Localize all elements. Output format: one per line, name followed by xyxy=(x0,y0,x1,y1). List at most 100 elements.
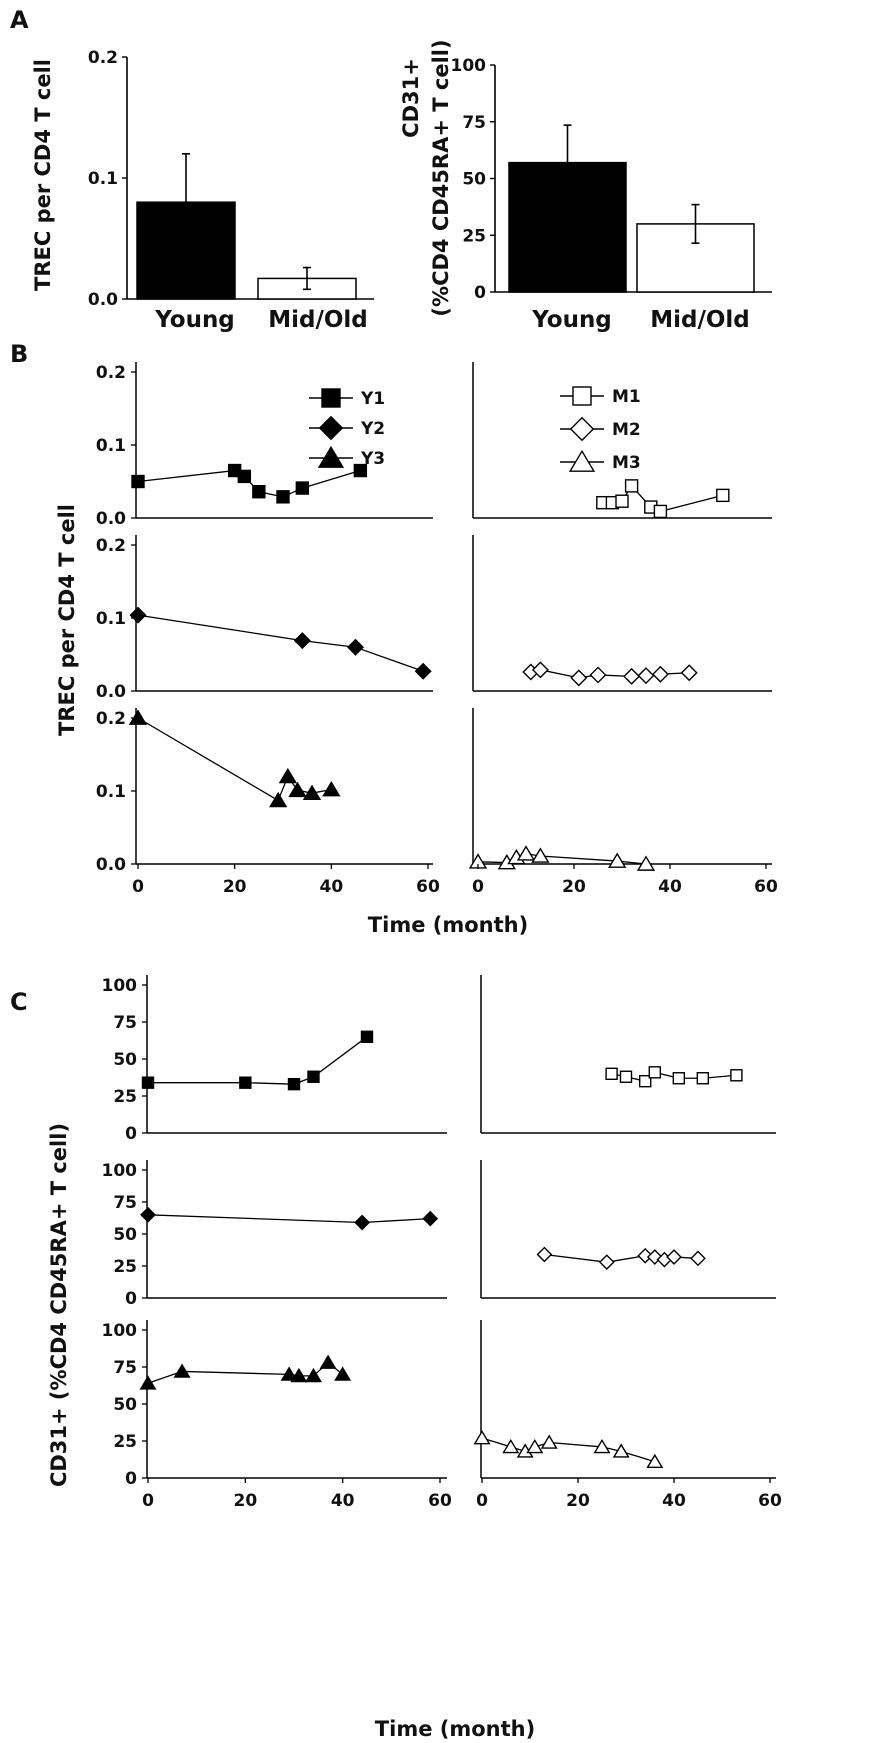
A-right-category-label: Mid/Old xyxy=(650,307,750,333)
C-left-y-tick-label: 75 xyxy=(113,1358,137,1378)
B-left-line-Y2 xyxy=(137,614,424,672)
C-right-point-M1 xyxy=(696,1072,709,1085)
C-left-y-tick-label: 100 xyxy=(102,976,138,996)
B-left-y-tick-label: 0.0 xyxy=(96,682,126,702)
B-right-point-M3 xyxy=(531,847,550,863)
A-right-y-tick-label: 25 xyxy=(462,226,486,246)
A-left-y-tick-label: 0.1 xyxy=(88,169,118,189)
B-right-point-M2 xyxy=(623,667,641,685)
A-right-category-label: Young xyxy=(531,307,612,333)
B-right-legend-label-M3: M3 xyxy=(612,453,641,473)
C-right-x-tick-label: 40 xyxy=(662,1491,686,1511)
B-right-legend-label-M2: M2 xyxy=(612,420,641,440)
B-right-legend-marker-M2 xyxy=(569,416,595,442)
B-right-legend-marker-M3 xyxy=(568,449,596,472)
B-left-legend-label-Y3: Y3 xyxy=(360,449,385,469)
B-left-x-tick-label: 60 xyxy=(416,877,440,897)
C-left-line-Y2 xyxy=(147,1214,431,1224)
B-left-y-tick-label: 0.0 xyxy=(96,855,126,875)
B-right-point-M1 xyxy=(653,504,668,519)
C-left-point-Y1 xyxy=(287,1077,301,1091)
B-left-point-Y3 xyxy=(322,780,341,797)
B-left-y-tick-label: 0.1 xyxy=(96,782,126,802)
C-left-x-tick-label: 60 xyxy=(428,1491,452,1511)
A-right-y-tick-label: 0 xyxy=(474,283,486,303)
B-right-point-M1 xyxy=(624,479,639,493)
trec-axis-title-b: TREC per CD4 T cell xyxy=(55,504,79,736)
C-right-point-M1 xyxy=(730,1069,743,1082)
B-right-point-M1 xyxy=(615,494,629,508)
C-right-x-tick-label: 60 xyxy=(758,1491,782,1511)
A-right-y-tick-label: 50 xyxy=(462,170,486,190)
B-right-x-tick-label: 60 xyxy=(754,877,778,897)
B-left-point-Y3 xyxy=(288,781,307,798)
A-left-category-label: Young xyxy=(154,307,235,333)
B-right-point-M2 xyxy=(651,665,669,683)
C-right-point-M3 xyxy=(612,1443,630,1458)
cd31-axis-title-a-line1: CD31+ xyxy=(399,58,423,138)
A-right-bar-0 xyxy=(508,161,627,293)
C-left-y-tick-label: 0 xyxy=(125,1124,137,1144)
C-left-y-tick-label: 50 xyxy=(113,1395,137,1415)
B-left-y-tick-label: 0.1 xyxy=(96,609,126,629)
C-left-point-Y1 xyxy=(307,1070,320,1083)
C-right-point-M2 xyxy=(637,1247,654,1264)
C-right-point-M1 xyxy=(605,1067,618,1081)
B-left-legend-label-Y2: Y2 xyxy=(360,419,385,439)
C-left-y-tick-label: 25 xyxy=(113,1432,137,1452)
C-left-point-Y3 xyxy=(173,1363,191,1378)
C-right-point-M3 xyxy=(502,1438,520,1454)
panel-letter-c: C xyxy=(10,988,28,1016)
B-left-point-Y1 xyxy=(252,485,266,499)
C-left-y-tick-label: 0 xyxy=(125,1289,137,1309)
C-right-point-M1 xyxy=(672,1072,685,1085)
C-left-point-Y3 xyxy=(334,1366,352,1381)
time-axis-title-b: Time (month) xyxy=(368,913,528,937)
C-left-y-tick-label: 50 xyxy=(113,1050,137,1070)
C-left-y-tick-label: 25 xyxy=(113,1257,137,1277)
C-right-x-tick-label: 20 xyxy=(566,1491,590,1511)
B-left-x-tick-label: 40 xyxy=(319,877,343,897)
C-left-y-tick-label: 0 xyxy=(125,1469,137,1489)
C-left-x-tick-label: 40 xyxy=(331,1491,355,1511)
C-right-point-M3 xyxy=(593,1438,611,1454)
B-left-legend-marker-Y3 xyxy=(317,445,345,468)
time-axis-title-c: Time (month) xyxy=(375,1717,535,1741)
A-left-y-tick-label: 0.2 xyxy=(88,48,118,68)
A-left-y-tick-label: 0.0 xyxy=(88,290,118,310)
B-left-legend-marker-Y1 xyxy=(321,388,341,408)
C-left-y-tick-label: 100 xyxy=(102,1161,138,1181)
C-left-y-tick-label: 25 xyxy=(113,1087,137,1107)
B-right-point-M2 xyxy=(680,664,698,682)
B-right-point-M3 xyxy=(608,852,627,868)
C-left-point-Y1 xyxy=(239,1076,252,1089)
C-left-x-tick-label: 20 xyxy=(233,1491,257,1511)
panel-letter-a: A xyxy=(10,6,29,34)
B-right-point-M2 xyxy=(589,666,607,684)
C-right-point-M3 xyxy=(540,1434,558,1449)
B-left-point-Y3 xyxy=(302,784,322,801)
B-left-point-Y3 xyxy=(278,767,297,784)
B-left-legend-label-Y1: Y1 xyxy=(360,389,385,409)
charts-layer: 0.0 0.1 0.2 Young Mid/Old 0 25 50 75 100 Young Mid/… xyxy=(88,48,782,1511)
C-left-y-tick-label: 75 xyxy=(113,1193,137,1213)
B-left-point-Y2 xyxy=(293,632,311,650)
C-right-point-M3 xyxy=(473,1430,491,1445)
B-left-point-Y1 xyxy=(295,481,310,495)
C-left-point-Y3 xyxy=(304,1367,322,1383)
C-right-x-tick-label: 0 xyxy=(476,1491,488,1511)
C-left-point-Y3 xyxy=(290,1367,308,1383)
B-left-point-Y1 xyxy=(131,474,145,489)
trec-axis-title-a: TREC per CD4 T cell xyxy=(31,59,55,291)
B-right-point-M2 xyxy=(637,667,655,685)
B-left-point-Y3 xyxy=(269,791,288,808)
B-right-x-tick-label: 0 xyxy=(472,877,484,897)
C-left-point-Y1 xyxy=(141,1076,155,1089)
B-left-line-Y3 xyxy=(137,717,332,802)
B-left-point-Y1 xyxy=(353,463,368,478)
C-right-point-M1 xyxy=(639,1074,652,1088)
C-left-point-Y3 xyxy=(139,1375,157,1390)
B-left-y-tick-label: 0.0 xyxy=(96,509,126,529)
B-right-point-M2 xyxy=(570,669,588,687)
cd31-axis-title-a-line2: (%CD4 CD45RA+ T cell) xyxy=(429,39,453,316)
